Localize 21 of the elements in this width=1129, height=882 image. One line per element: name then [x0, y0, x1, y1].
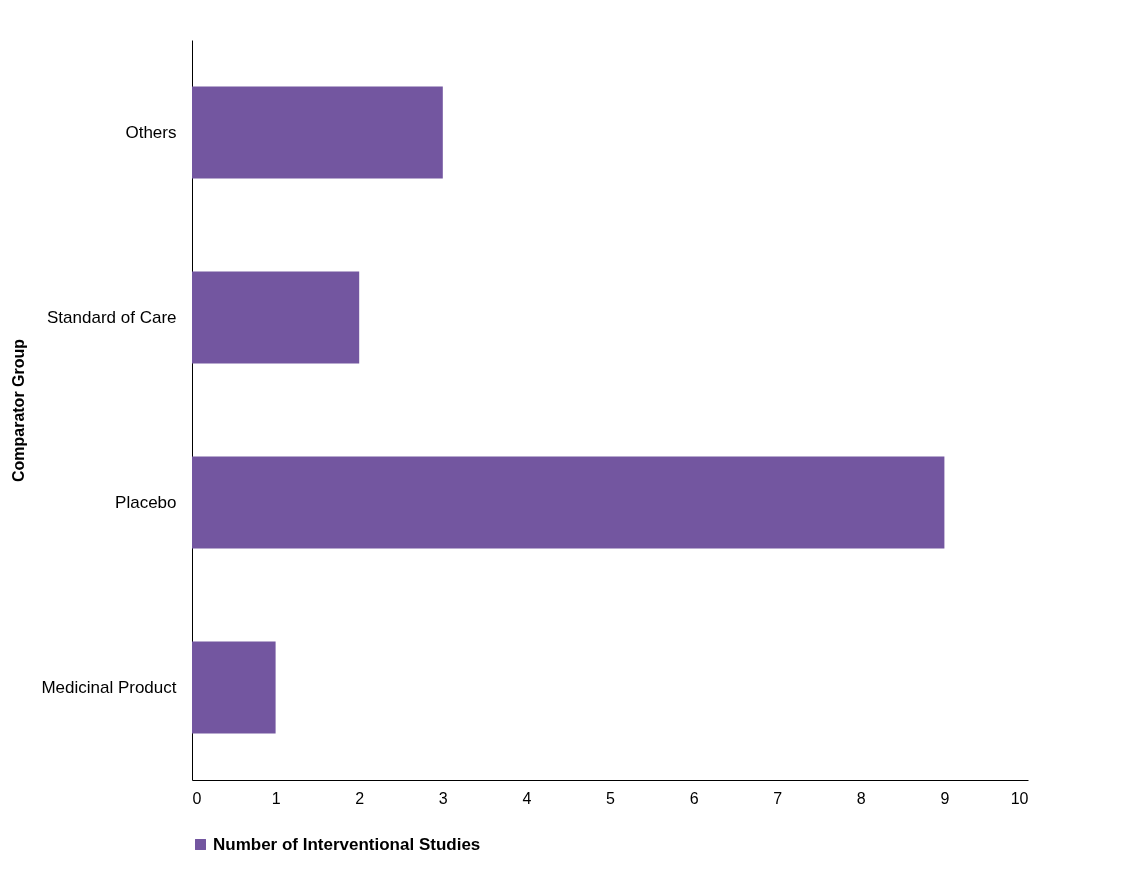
- x-tick-label: 6: [689, 789, 699, 807]
- bar: [192, 271, 360, 364]
- y-tick-label: Others: [125, 122, 177, 142]
- bar: [192, 641, 276, 734]
- x-tick-label: 9: [940, 789, 950, 807]
- x-tick-label: 4: [522, 789, 532, 807]
- x-tick-label: 2: [355, 789, 365, 807]
- y-tick-label: Placebo: [115, 492, 177, 512]
- y-axis-title: Comparator Group: [10, 338, 28, 483]
- legend-label: Number of Interventional Studies: [213, 834, 481, 854]
- bar: [192, 86, 443, 179]
- x-tick-label: 8: [856, 789, 866, 807]
- y-tick-label: Medicinal Product: [41, 677, 177, 697]
- y-tick-label: Standard of Care: [47, 307, 177, 327]
- x-tick-label: 7: [773, 789, 783, 807]
- x-tick-label: 5: [606, 789, 616, 807]
- bar: [192, 456, 945, 549]
- x-tick-label: 0: [192, 789, 202, 807]
- x-tick-label: 10: [1010, 789, 1029, 807]
- x-tick-label: 1: [271, 789, 281, 807]
- x-tick-label: 3: [438, 789, 448, 807]
